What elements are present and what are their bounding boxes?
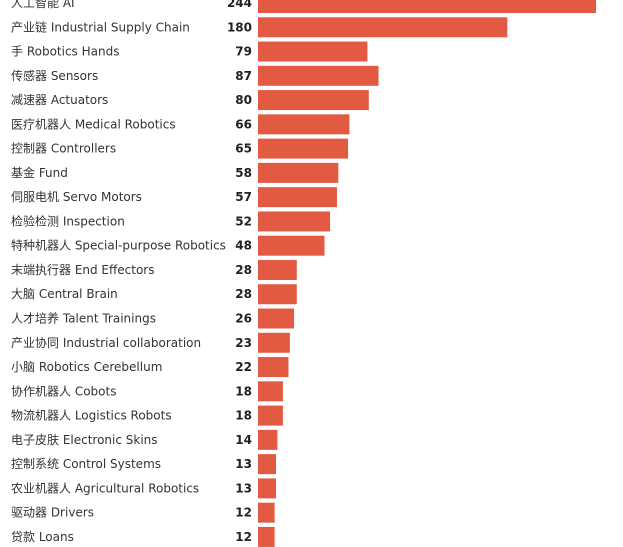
category-label: 伺服电机 Servo Motors: [11, 190, 142, 204]
category-label: 人工智能 AI: [11, 0, 75, 10]
bar: [258, 405, 283, 426]
value-label: 18: [235, 409, 252, 423]
value-label: 12: [235, 506, 252, 520]
value-label: 13: [235, 457, 252, 471]
bar: [258, 17, 508, 38]
category-label: 贷款 Loans: [11, 530, 74, 544]
bar: [258, 526, 275, 547]
bar: [258, 332, 290, 353]
bar: [258, 454, 277, 475]
bar: [258, 41, 368, 62]
bar: [258, 162, 339, 183]
category-label: 减速器 Actuators: [11, 93, 108, 107]
value-label: 66: [235, 117, 252, 131]
value-label: 52: [235, 214, 252, 228]
category-label: 农业机器人 Agricultural Robotics: [11, 481, 199, 495]
bar: [258, 429, 278, 450]
category-label: 物流机器人 Logistics Robots: [11, 409, 172, 423]
bar: [258, 478, 277, 499]
category-label: 大脑 Central Brain: [11, 287, 118, 301]
category-label: 基金 Fund: [11, 165, 68, 180]
category-label: 控制系统 Control Systems: [11, 457, 161, 471]
value-label: 13: [235, 481, 252, 495]
value-label: 87: [235, 69, 252, 83]
bar: [258, 0, 596, 13]
value-label: 23: [235, 336, 252, 350]
value-label: 65: [235, 142, 252, 156]
category-label: 传感器 Sensors: [11, 68, 98, 83]
value-label: 18: [235, 384, 252, 398]
bar: [258, 308, 295, 329]
category-label: 人才培养 Talent Trainings: [11, 311, 156, 326]
category-label: 产业链 Industrial Supply Chain: [11, 19, 190, 34]
value-label: 48: [235, 239, 252, 253]
value-label: 14: [235, 433, 252, 447]
category-label: 医疗机器人 Medical Robotics: [11, 117, 176, 131]
value-label: 244: [227, 0, 252, 10]
value-label: 180: [227, 20, 252, 34]
value-label: 79: [235, 45, 252, 59]
bar: [258, 284, 297, 305]
category-label: 协作机器人 Cobots: [11, 383, 116, 398]
bar: [258, 235, 325, 256]
category-label: 检验检测 Inspection: [11, 213, 125, 228]
category-label: 特种机器人 Special-purpose Robotics: [11, 238, 226, 253]
category-label: 驱动器 Drivers: [11, 506, 94, 520]
category-label: 末端执行器 End Effectors: [11, 263, 155, 277]
bar: [258, 187, 337, 208]
category-label: 小脑 Robotics Cerebellum: [11, 360, 162, 374]
category-label: 产业协同 Industrial collaboration: [11, 335, 201, 350]
value-label: 57: [235, 190, 252, 204]
bar: [258, 259, 297, 280]
bar: [258, 502, 275, 523]
bar: [258, 381, 283, 402]
value-label: 22: [235, 360, 252, 374]
category-label: 电子皮肤 Electronic Skins: [11, 432, 158, 447]
bar: [258, 138, 349, 159]
value-label: 28: [235, 287, 252, 301]
value-label: 28: [235, 263, 252, 277]
bar: [258, 114, 350, 135]
bar: [258, 357, 289, 378]
bar: [258, 90, 369, 111]
category-label: 控制器 Controllers: [11, 142, 116, 156]
category-label: 手 Robotics Hands: [11, 45, 119, 59]
value-label: 12: [235, 530, 252, 544]
value-label: 26: [235, 312, 252, 326]
bar: [258, 211, 331, 232]
bar: [258, 65, 379, 86]
value-label: 58: [235, 166, 252, 180]
value-label: 80: [235, 93, 252, 107]
